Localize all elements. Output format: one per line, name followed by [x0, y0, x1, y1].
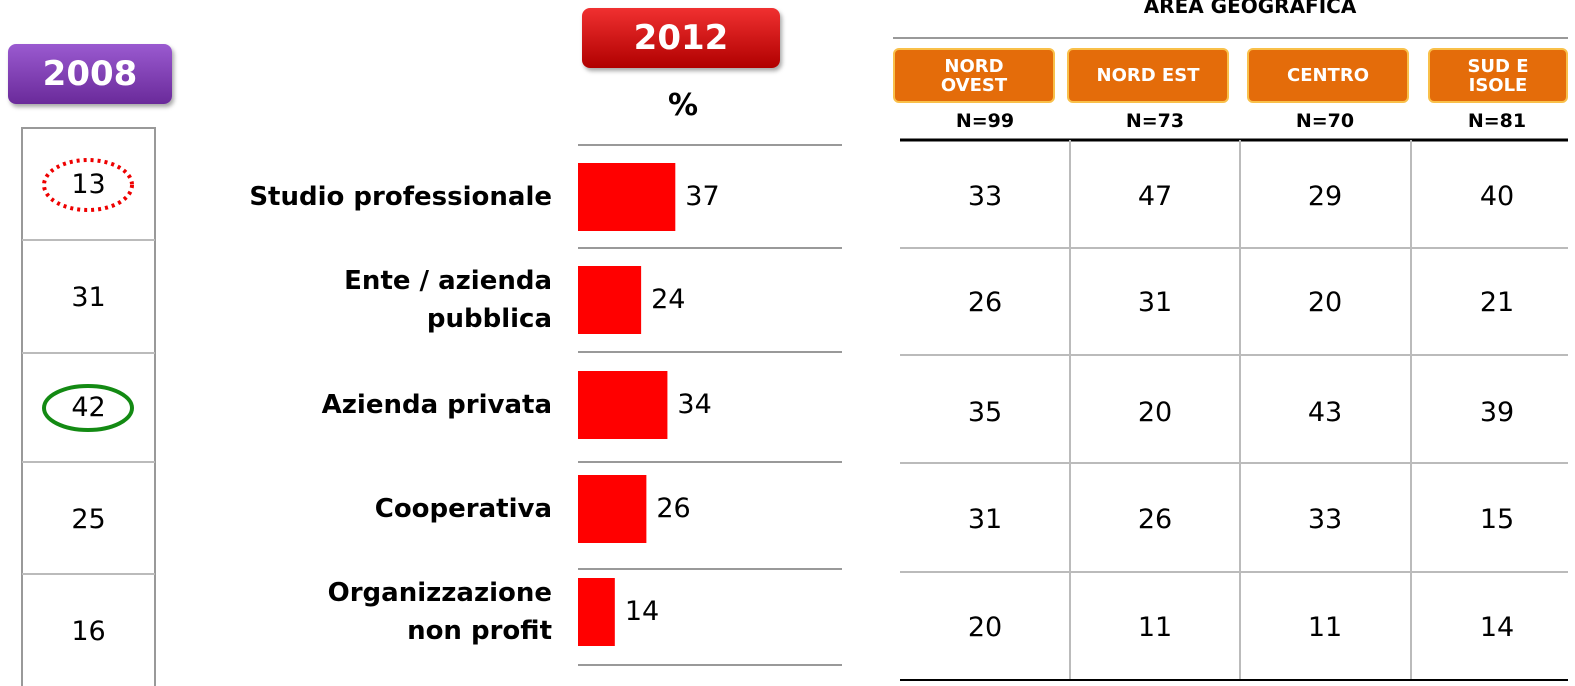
chart-rules — [578, 144, 842, 666]
table-cell: 33 — [1307, 504, 1343, 535]
column-header: SUD E ISOLE — [1428, 48, 1568, 103]
table-cell: 20 — [1307, 287, 1343, 318]
value-label: 26 — [656, 493, 691, 524]
table-cell: 31 — [967, 504, 1003, 535]
table-grid — [900, 140, 1568, 680]
category-label: Azienda privata — [321, 390, 552, 420]
category-label: Studio professionale — [249, 182, 552, 212]
table-cell: 33 — [967, 181, 1003, 212]
table-cell: 47 — [1137, 181, 1173, 212]
table-2008-frame — [21, 127, 156, 686]
highlight-circle — [42, 384, 134, 432]
column-n: N=70 — [1295, 110, 1355, 132]
bar — [578, 163, 676, 231]
table-cell: 43 — [1307, 397, 1343, 428]
column-header: CENTRO — [1247, 48, 1409, 103]
table-cell: 29 — [1307, 181, 1343, 212]
badge-2012: 2012 — [582, 8, 780, 68]
table-cell: 39 — [1479, 397, 1515, 428]
table-cell: 11 — [1307, 612, 1343, 643]
bar — [578, 475, 647, 543]
category-label: Organizzazione non profit — [327, 578, 552, 646]
value-label: 24 — [651, 284, 686, 315]
bar — [578, 266, 642, 334]
value-label: 34 — [677, 389, 712, 420]
table-cell: 20 — [1137, 397, 1173, 428]
table-cell: 20 — [967, 612, 1003, 643]
category-label: Cooperativa — [374, 494, 552, 524]
value-label: 14 — [624, 596, 660, 627]
table-2008-cell: 42 — [71, 392, 106, 423]
bar — [578, 578, 615, 646]
table-2008-cell: 31 — [71, 282, 106, 313]
table-cell: 11 — [1137, 612, 1173, 643]
table-cell: 21 — [1479, 287, 1515, 318]
category-label: Ente / azienda pubblica — [344, 266, 552, 334]
table-2008-rules — [22, 239, 155, 575]
table-cell: 26 — [1137, 504, 1173, 535]
table-cell: 40 — [1479, 181, 1515, 212]
value-label: 37 — [685, 181, 720, 212]
table-2008-cell: 13 — [71, 169, 106, 200]
column-n: N=73 — [1125, 110, 1185, 132]
bar — [578, 371, 668, 439]
table-title: AREA GEOGRAFICA — [1143, 0, 1357, 18]
table-2008-cell: 25 — [71, 504, 106, 535]
table-cell: 26 — [967, 287, 1003, 318]
column-header: NORD EST — [1067, 48, 1229, 103]
highlight-circle — [42, 158, 134, 212]
table-cell: 35 — [967, 397, 1003, 428]
column-header: NORD OVEST — [893, 48, 1055, 103]
table-2008-cell: 16 — [71, 616, 106, 647]
badge-2008: 2008 — [8, 44, 172, 104]
table-cell: 15 — [1479, 504, 1515, 535]
table-cell: 31 — [1137, 287, 1173, 318]
table-cell: 14 — [1479, 612, 1515, 643]
unit-label: % — [667, 88, 699, 123]
column-n: N=81 — [1467, 110, 1527, 132]
column-n: N=99 — [955, 110, 1015, 132]
